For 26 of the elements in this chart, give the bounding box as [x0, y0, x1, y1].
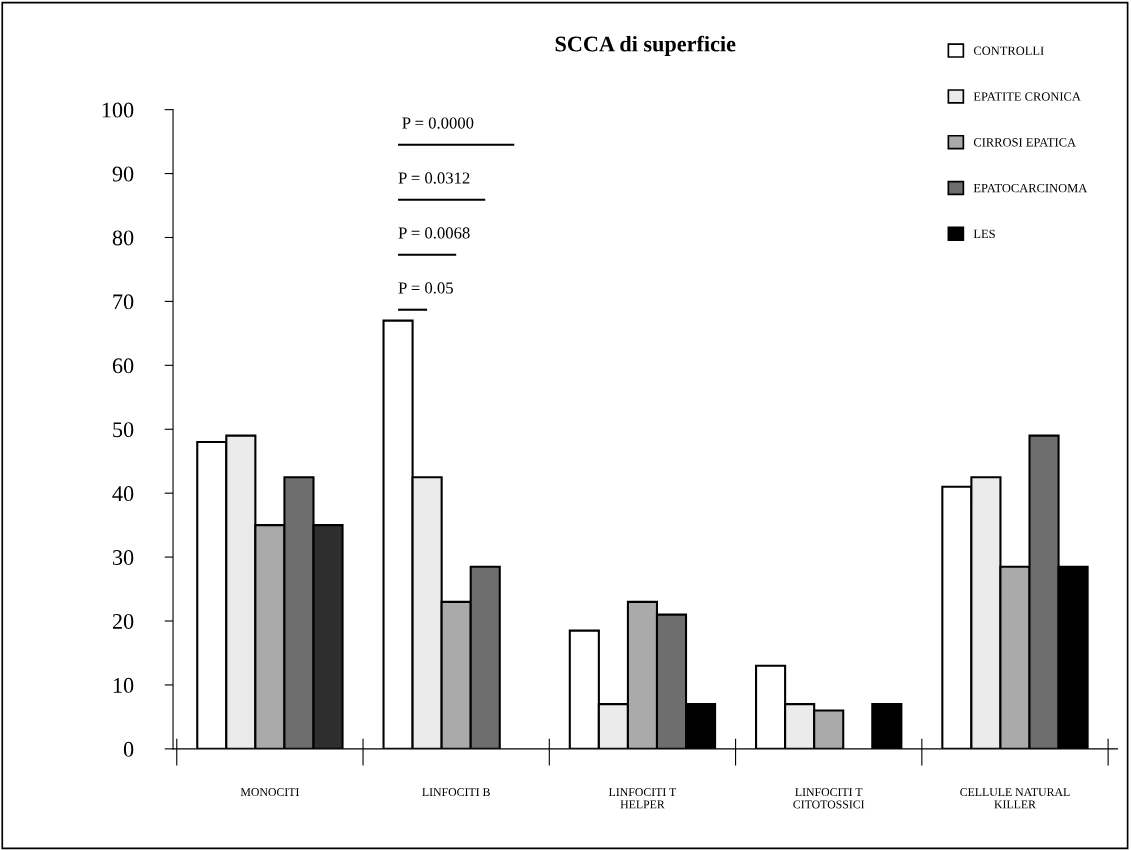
legend-label: CONTROLLI [973, 46, 1044, 55]
annotation: P = 0.0000 [402, 117, 474, 129]
legend-label: CIRROSI EPATICA [973, 138, 1076, 147]
legend-label: EPATITE CRONICA [973, 92, 1081, 101]
y-tick-label: 40 [112, 486, 134, 502]
y-tick-label: 0 [123, 741, 134, 757]
annotation: P = 0.0312 [398, 172, 470, 184]
y-tick-label: 10 [113, 677, 134, 693]
legend-label: LES [973, 229, 995, 239]
y-tick-label: 20 [112, 613, 134, 629]
x-tick-label: MONOCITI [240, 788, 299, 797]
annotation: P = 0.05 [398, 282, 453, 294]
y-tick-label: 60 [112, 358, 134, 374]
legend-label: EPATOCARCINOMA [973, 183, 1088, 193]
chart-title: SCCA di superficie [555, 35, 736, 57]
y-tick-label: 100 [102, 102, 134, 118]
y-tick-label: 70 [113, 294, 134, 310]
y-tick-label: 80 [112, 230, 134, 246]
x-tick-label: CELLULE NATURAL KILLER [960, 788, 1070, 809]
x-tick-label: LINFOCITI B [422, 788, 490, 797]
annotation: P = 0.0068 [398, 227, 470, 239]
y-tick-label: 90 [112, 166, 134, 182]
y-tick-label: 50 [113, 422, 134, 438]
y-tick-label: 30 [112, 550, 134, 566]
x-tick-label: LINFOCITI T HELPER [608, 788, 677, 809]
x-tick-label: LINFOCITI T CITOTOSSICI [793, 788, 865, 809]
